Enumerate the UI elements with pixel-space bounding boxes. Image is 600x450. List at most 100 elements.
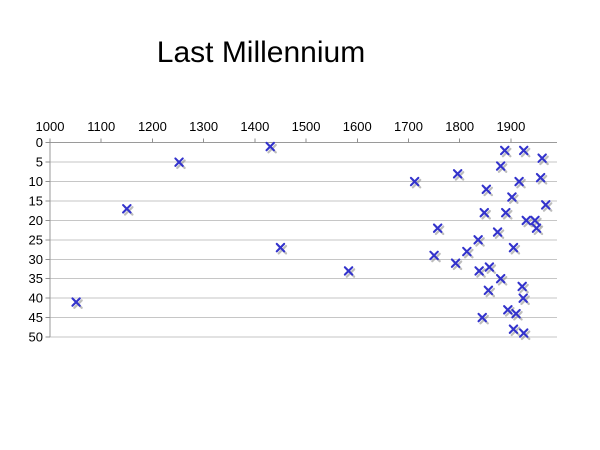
marker-cross-icon xyxy=(409,176,420,187)
data-point-marker xyxy=(518,328,531,341)
y-axis-tick-label: 15 xyxy=(29,193,43,208)
marker-cross-icon xyxy=(508,324,519,334)
data-point-marker xyxy=(518,145,531,158)
x-axis-tick-label: 1500 xyxy=(292,119,321,134)
y-axis-tick-label: 45 xyxy=(29,310,43,325)
data-point-marker xyxy=(521,215,533,228)
y-axis-tick-label: 20 xyxy=(29,213,43,228)
marker-cross-icon xyxy=(452,169,463,179)
data-point-marker xyxy=(477,312,489,325)
marker-cross-icon xyxy=(473,235,483,245)
x-axis-tick-label: 1300 xyxy=(189,119,218,134)
marker-cross-icon xyxy=(275,242,286,253)
x-axis-tick-label: 1900 xyxy=(496,119,525,134)
data-point-marker xyxy=(452,169,465,181)
data-point-marker xyxy=(462,246,474,259)
x-axis-tick-label: 1200 xyxy=(138,119,167,134)
marker-cross-icon xyxy=(500,145,510,156)
data-point-marker xyxy=(174,157,186,170)
data-point-marker xyxy=(518,293,530,306)
marker-cross-icon xyxy=(432,223,443,233)
data-point-marker xyxy=(537,153,549,166)
y-axis-labels: 0 5 10 15 20 25 30 35 40 45 50 xyxy=(29,135,43,344)
data-point-marker xyxy=(450,258,463,271)
data-point-marker xyxy=(507,192,519,205)
marker-cross-icon xyxy=(518,328,529,338)
data-point-marker xyxy=(495,161,508,173)
x-axis-tick-label: 1700 xyxy=(394,119,423,134)
marker-cross-icon xyxy=(265,141,275,152)
marker-cross-icon xyxy=(477,312,487,323)
data-point-marker xyxy=(514,176,526,189)
marker-cross-icon xyxy=(508,242,519,253)
marker-cross-icon xyxy=(507,192,517,202)
data-point-marker xyxy=(508,324,521,337)
marker-cross-icon xyxy=(518,145,529,156)
marker-cross-icon xyxy=(521,215,532,226)
data-point-marker xyxy=(473,235,485,247)
data-point-marker xyxy=(481,184,494,197)
data-point-marker xyxy=(474,266,486,278)
marker-cross-icon xyxy=(484,262,495,272)
chart-title: Last Millennium xyxy=(156,36,366,69)
data-point-marker xyxy=(432,223,445,236)
x-axis-tick-label: 1800 xyxy=(445,119,474,134)
marker-cross-icon xyxy=(474,266,484,276)
marker-cross-icon xyxy=(71,297,81,307)
x-axis-tick-label: 1400 xyxy=(240,119,269,134)
data-point-marker xyxy=(495,273,508,286)
data-point-marker xyxy=(484,262,497,274)
marker-cross-icon xyxy=(462,246,472,257)
marker-cross-icon xyxy=(429,250,439,261)
data-point-marker xyxy=(275,242,288,255)
marker-cross-icon xyxy=(174,157,184,167)
y-axis-tick-label: 40 xyxy=(29,291,43,306)
y-axis-tick-label: 0 xyxy=(36,135,43,150)
marker-cross-icon xyxy=(514,176,524,187)
data-point-marker xyxy=(508,242,521,255)
marker-cross-icon xyxy=(511,308,521,319)
marker-cross-icon xyxy=(450,258,461,268)
x-axis-tick-label: 1100 xyxy=(87,119,115,134)
data-point-marker xyxy=(122,204,134,216)
marker-cross-icon xyxy=(492,227,503,237)
data-point-marker xyxy=(517,281,529,294)
data-point-marker xyxy=(535,172,548,185)
x-axis-tick-label: 1600 xyxy=(343,119,372,134)
data-point-marker xyxy=(540,200,553,212)
marker-cross-icon xyxy=(495,273,506,284)
marker-cross-icon xyxy=(503,305,513,315)
marker-cross-icon xyxy=(483,285,494,296)
y-axis-tick-label: 5 xyxy=(36,155,43,170)
marker-cross-icon xyxy=(481,184,492,195)
data-point-marker xyxy=(511,308,523,321)
y-axis-tick-label: 50 xyxy=(29,330,43,345)
axis-lines xyxy=(49,138,557,337)
marker-cross-icon xyxy=(540,200,551,210)
data-point-marker xyxy=(409,176,422,189)
data-points xyxy=(71,141,553,341)
tick-marks xyxy=(45,138,512,338)
x-axis-labels: 1000 1100 1200 1300 1400 1500 1600 1700 1800 1900 xyxy=(36,119,526,134)
data-point-marker xyxy=(501,207,513,220)
y-axis-tick-label: 35 xyxy=(29,271,43,286)
marker-cross-icon xyxy=(517,281,527,292)
marker-cross-icon xyxy=(122,204,132,214)
marker-cross-icon xyxy=(530,215,540,226)
marker-cross-icon xyxy=(535,172,546,183)
data-point-marker xyxy=(531,223,544,236)
marker-cross-icon xyxy=(495,161,506,171)
gridlines xyxy=(50,142,557,338)
data-point-marker xyxy=(492,227,505,239)
data-point-marker xyxy=(500,145,512,158)
data-point-marker xyxy=(429,250,441,263)
marker-cross-icon xyxy=(518,293,528,303)
data-point-marker xyxy=(483,285,496,298)
marker-cross-icon xyxy=(537,153,547,163)
marker-cross-icon xyxy=(501,207,511,218)
data-point-marker xyxy=(343,266,356,278)
marker-cross-icon xyxy=(479,207,490,218)
data-point-marker xyxy=(265,141,277,154)
